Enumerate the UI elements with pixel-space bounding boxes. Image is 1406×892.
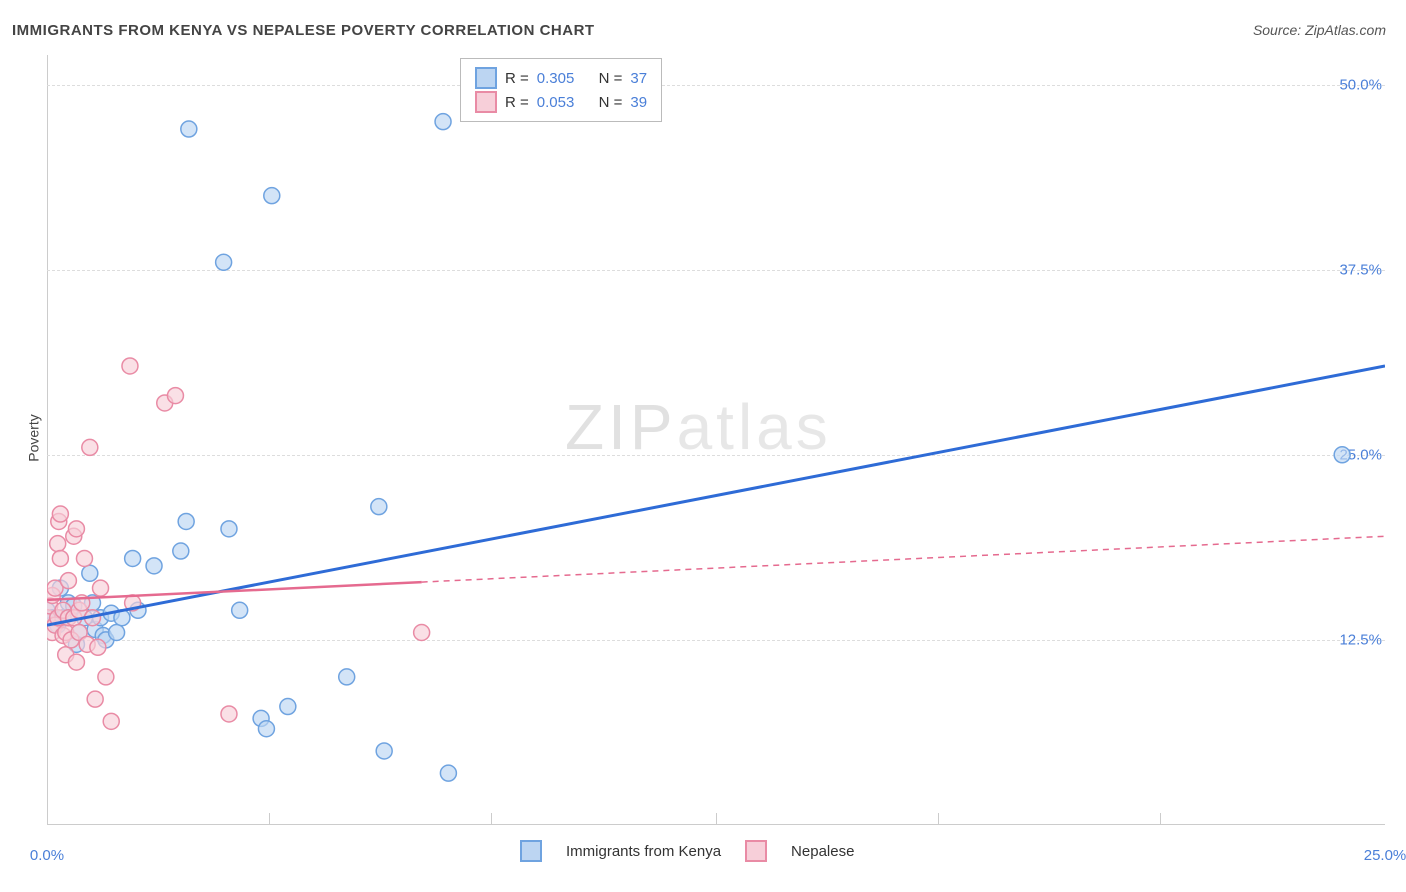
- scatter-point: [98, 669, 114, 685]
- scatter-point: [103, 713, 119, 729]
- swatch-nepalese-bottom: [745, 840, 767, 862]
- source-label: Source: ZipAtlas.com: [1253, 22, 1386, 38]
- kenya-r-value: 0.305: [537, 70, 575, 87]
- legend-nepalese-label: Nepalese: [791, 843, 854, 860]
- legend-stats: R = 0.305 N = 37 R = 0.053 N = 39: [460, 58, 662, 122]
- scatter-point: [68, 654, 84, 670]
- scatter-point: [122, 358, 138, 374]
- swatch-nepalese: [475, 91, 497, 113]
- scatter-point: [178, 513, 194, 529]
- legend-kenya-label: Immigrants from Kenya: [566, 843, 721, 860]
- scatter-point: [216, 254, 232, 270]
- scatter-point: [76, 550, 92, 566]
- scatter-point: [414, 625, 430, 641]
- r-label: R =: [505, 70, 529, 87]
- scatter-point: [173, 543, 189, 559]
- x-tick-label: 25.0%: [1364, 847, 1406, 864]
- scatter-point: [221, 521, 237, 537]
- nepalese-r-value: 0.053: [537, 94, 575, 111]
- scatter-point: [1334, 447, 1350, 463]
- scatter-point: [435, 114, 451, 130]
- scatter-point: [109, 625, 125, 641]
- regression-line: [47, 366, 1385, 625]
- n-label: N =: [599, 94, 623, 111]
- swatch-kenya: [475, 67, 497, 89]
- scatter-point: [264, 188, 280, 204]
- nepalese-n-value: 39: [630, 94, 647, 111]
- scatter-point: [221, 706, 237, 722]
- scatter-point: [52, 550, 68, 566]
- scatter-point: [181, 121, 197, 137]
- scatter-point: [50, 536, 66, 552]
- x-tick-label: 0.0%: [30, 847, 64, 864]
- scatter-point: [93, 580, 109, 596]
- scatter-point: [146, 558, 162, 574]
- swatch-kenya-bottom: [520, 840, 542, 862]
- scatter-point: [60, 573, 76, 589]
- legend-stats-row-nepalese: R = 0.053 N = 39: [475, 91, 647, 113]
- scatter-point: [376, 743, 392, 759]
- scatter-point: [82, 439, 98, 455]
- scatter-point: [125, 550, 141, 566]
- scatter-point: [167, 388, 183, 404]
- scatter-point: [280, 699, 296, 715]
- legend-series: Immigrants from Kenya Nepalese: [520, 840, 854, 862]
- legend-stats-row-kenya: R = 0.305 N = 37: [475, 67, 647, 89]
- r-label: R =: [505, 94, 529, 111]
- scatter-point: [232, 602, 248, 618]
- n-label: N =: [599, 70, 623, 87]
- y-axis-label: Poverty: [26, 414, 42, 461]
- scatter-point: [440, 765, 456, 781]
- kenya-n-value: 37: [630, 70, 647, 87]
- chart-title: IMMIGRANTS FROM KENYA VS NEPALESE POVERT…: [12, 22, 595, 39]
- chart-svg: [47, 55, 1385, 825]
- scatter-point: [339, 669, 355, 685]
- scatter-point: [371, 499, 387, 515]
- scatter-point: [68, 521, 84, 537]
- scatter-point: [90, 639, 106, 655]
- scatter-point: [87, 691, 103, 707]
- regression-line-dashed: [422, 536, 1385, 582]
- scatter-point: [258, 721, 274, 737]
- scatter-point: [52, 506, 68, 522]
- scatter-point: [82, 565, 98, 581]
